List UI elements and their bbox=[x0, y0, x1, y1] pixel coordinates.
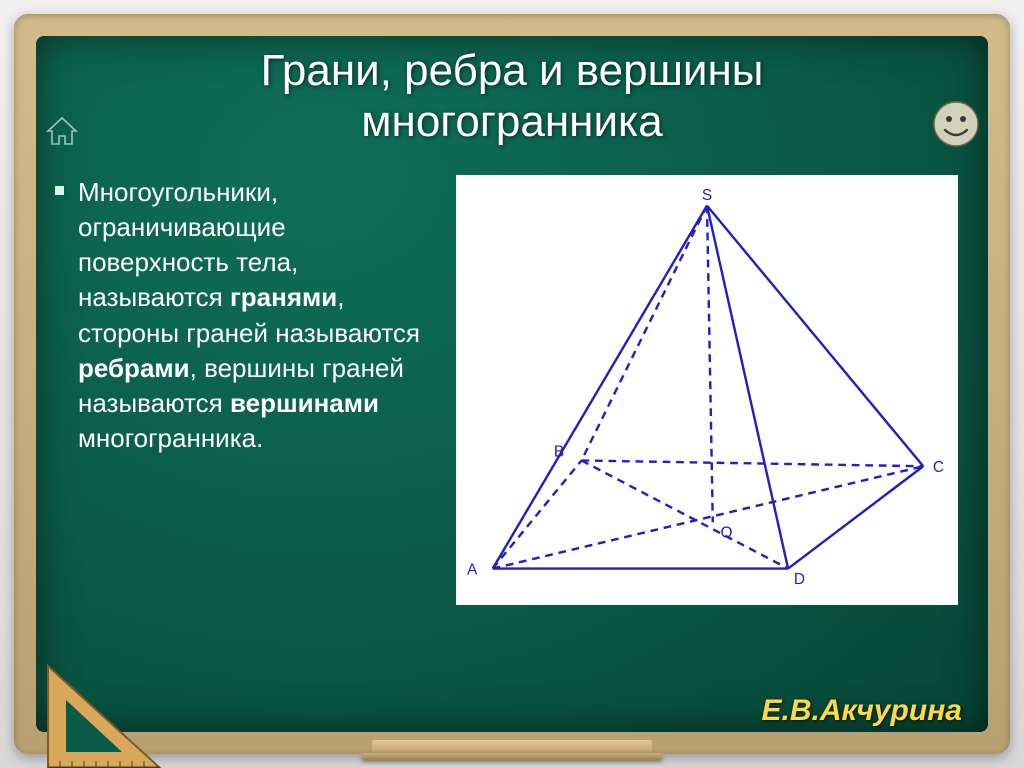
vertex-label-B: B bbox=[554, 444, 564, 461]
edge-B-D bbox=[582, 461, 789, 569]
smiley-icon bbox=[930, 98, 982, 150]
bullet-icon bbox=[54, 185, 65, 196]
edge-S-B bbox=[582, 206, 708, 461]
body-paragraph: Многоугольники, ограничивающие поверхнос… bbox=[78, 175, 438, 456]
chalkboard: Грани, ребра и вершины многогранника Мно… bbox=[36, 36, 988, 732]
title-line-1: Грани, ребра и вершины bbox=[261, 46, 764, 95]
edge-S-C bbox=[707, 206, 923, 467]
pyramid-diagram: S A B C D O bbox=[456, 175, 958, 605]
edge-S-O bbox=[707, 206, 713, 523]
title-line-2: многогранника bbox=[361, 97, 662, 146]
vertex-label-O: O bbox=[721, 525, 733, 542]
wood-frame: Грани, ребра и вершины многогранника Мно… bbox=[14, 14, 1010, 754]
term-bold: ребрами bbox=[78, 353, 190, 383]
edge-S-A bbox=[493, 206, 707, 569]
text-run: многогранника. bbox=[78, 423, 263, 453]
body-text: Многоугольники, ограничивающие поверхнос… bbox=[78, 175, 438, 605]
vertex-label-A: A bbox=[467, 562, 478, 579]
slide-title: Грани, ребра и вершины многогранника bbox=[36, 36, 988, 147]
term-bold: вершинами bbox=[230, 388, 379, 418]
chalk-tray-back bbox=[372, 740, 652, 754]
edge-A-B bbox=[493, 461, 582, 569]
slide-frame: Грани, ребра и вершины многогранника Мно… bbox=[0, 0, 1024, 768]
edge-B-C bbox=[582, 461, 924, 467]
chalk-tray bbox=[362, 753, 662, 760]
edge-C-D bbox=[788, 466, 923, 568]
home-icon[interactable] bbox=[44, 114, 80, 150]
edge-A-C bbox=[493, 466, 924, 568]
term-bold: гранями bbox=[230, 282, 337, 312]
content-row: Многоугольники, ограничивающие поверхнос… bbox=[36, 147, 988, 605]
vertex-label-D: D bbox=[794, 571, 805, 588]
set-square-icon bbox=[42, 654, 172, 768]
vertex-label-C: C bbox=[933, 459, 944, 476]
author-signature: Е.В.Акчурина bbox=[762, 694, 962, 728]
vertex-label-S: S bbox=[702, 187, 712, 204]
